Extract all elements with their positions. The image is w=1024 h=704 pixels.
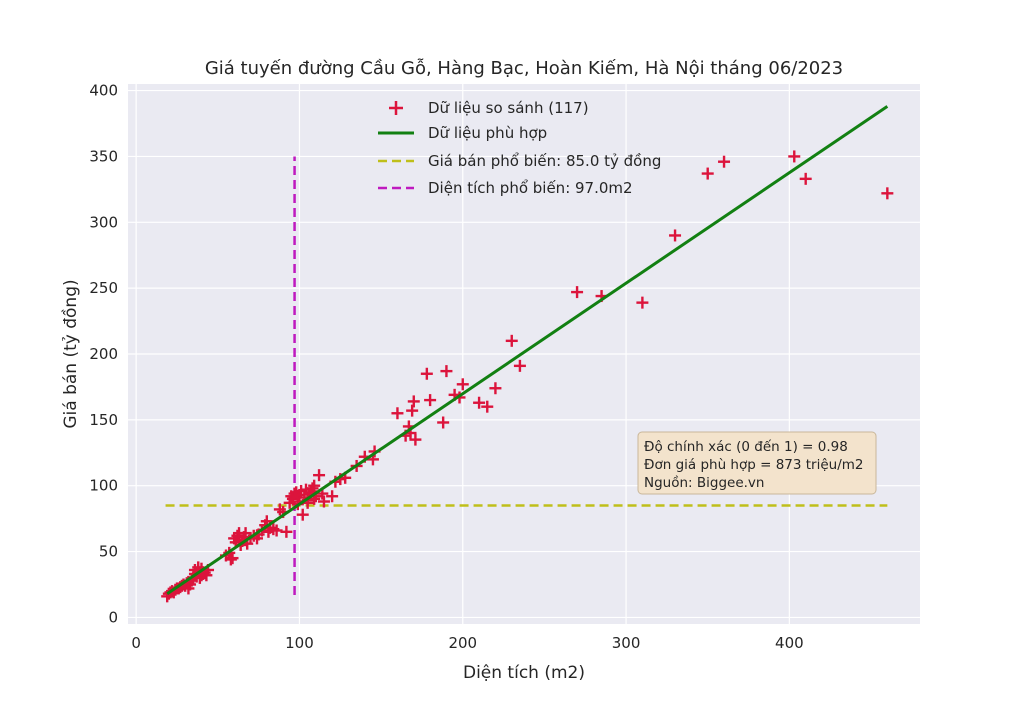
- scatter-point: [409, 433, 422, 446]
- y-tick-label: 250: [89, 279, 118, 297]
- info-source: Nguồn: Biggee.vn: [644, 474, 764, 491]
- info-box-frame: [637, 431, 877, 495]
- scatter-point: [224, 553, 237, 566]
- scatter-point: [669, 229, 682, 242]
- x-axis-label: Diện tích (m2): [463, 663, 585, 683]
- scatter-point: [489, 382, 502, 395]
- scatter-point: [571, 286, 584, 299]
- scatter-point: [182, 582, 195, 595]
- scatter-point: [424, 394, 437, 407]
- scatter-point: [473, 396, 486, 409]
- scatter-point: [718, 155, 731, 168]
- y-tick-label: 100: [89, 477, 118, 495]
- y-tick-label: 0: [108, 608, 118, 626]
- y-tick-label: 150: [89, 411, 118, 429]
- series: [161, 105, 894, 603]
- fit-line: [166, 105, 889, 595]
- y-axis-label: Giá bán (tỷ đồng): [60, 279, 81, 428]
- scatter-point: [481, 400, 494, 413]
- scatter-point: [233, 527, 246, 540]
- scatter-point: [440, 365, 453, 378]
- scatter-point: [505, 334, 518, 347]
- info-unit-price: Đơn giá phù hợp = 873 triệu/m2: [644, 457, 864, 473]
- y-tick-label: 50: [99, 543, 118, 561]
- scatter-point: [313, 469, 326, 482]
- legend-label-hline: Giá bán phổ biến: 85.0 tỷ đồng: [428, 152, 661, 170]
- scatter-point: [513, 359, 526, 372]
- x-tick-label: 400: [775, 634, 804, 652]
- scatter-point: [701, 167, 714, 180]
- legend-label-fit: Dữ liệu phù hợp: [428, 124, 547, 142]
- scatter-point: [881, 187, 894, 200]
- scatter-point: [296, 508, 309, 521]
- legend-label-vline: Diện tích phổ biến: 97.0m2: [428, 179, 633, 197]
- legend-label-scatter: Dữ liệu so sánh (117): [428, 99, 589, 117]
- x-tick-label: 200: [448, 634, 477, 652]
- scatter-point: [308, 479, 321, 492]
- scatter-point: [317, 495, 330, 508]
- y-tick-label: 400: [89, 82, 118, 100]
- scatter-point: [420, 367, 433, 380]
- scatter-point: [788, 150, 801, 163]
- ticks: 0 100 200 300 400 0 50 100 150 200 250 300 350 400: [89, 82, 803, 652]
- chart-title: Giá tuyến đường Cầu Gỗ, Hàng Bạc, Hoàn K…: [205, 58, 843, 79]
- x-tick-label: 0: [131, 634, 141, 652]
- scatter-point: [406, 404, 419, 417]
- x-tick-label: 100: [285, 634, 314, 652]
- y-tick-label: 300: [89, 213, 118, 231]
- scatter-point: [391, 407, 404, 420]
- scatter-point: [306, 482, 319, 495]
- info-box: Độ chính xác (0 đến 1) = 0.98 Đơn giá ph…: [637, 431, 877, 495]
- scatter-point: [270, 524, 283, 537]
- scatter-point: [280, 525, 293, 538]
- y-tick-label: 200: [89, 345, 118, 363]
- scatter-point: [407, 395, 420, 408]
- scatter-point: [636, 296, 649, 309]
- y-tick-label: 350: [89, 147, 118, 165]
- scatter-point: [456, 378, 469, 391]
- scatter-point: [226, 552, 239, 565]
- info-accuracy: Độ chính xác (0 đến 1) = 0.98: [644, 438, 848, 455]
- scatter-point: [799, 172, 812, 185]
- scatter-point: [437, 416, 450, 429]
- legend: Dữ liệu so sánh (117) Dữ liệu phù hợp Gi…: [378, 99, 661, 197]
- x-tick-label: 300: [612, 634, 641, 652]
- scatter-point: [326, 490, 339, 503]
